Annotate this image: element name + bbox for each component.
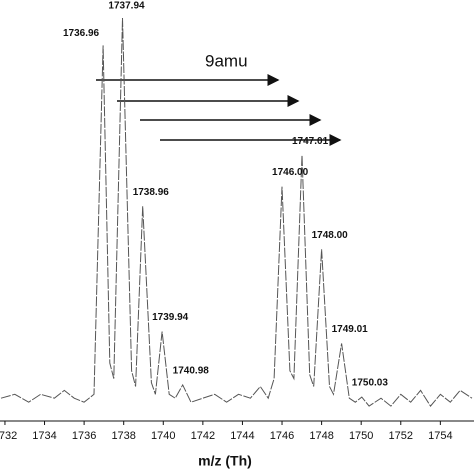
- x-tick-label: 1734: [32, 430, 56, 442]
- shift-arrows: [96, 74, 342, 146]
- peak-label: 1746.00: [272, 167, 309, 178]
- x-tick-label: 1736: [72, 430, 96, 442]
- peak-label: 1747.01: [292, 136, 329, 147]
- peak-label: 1740.98: [173, 366, 210, 377]
- peak-label: 1739.94: [152, 312, 189, 323]
- peak-label: 1737.94: [108, 1, 145, 12]
- x-tick-label: 1750: [349, 430, 373, 442]
- peak-label: 1738.96: [133, 187, 170, 198]
- peak-label: 1748.00: [312, 230, 349, 241]
- x-tick-label: 1742: [191, 430, 215, 442]
- x-tick-label: 1748: [309, 430, 333, 442]
- peak-label: 1736.96: [63, 28, 100, 39]
- x-tick-label: 1752: [389, 430, 413, 442]
- x-tick-label: 1746: [270, 430, 294, 442]
- x-tick-label: 1738: [111, 430, 135, 442]
- peak-label: 1749.01: [332, 324, 369, 335]
- x-tick-label: 1744: [230, 430, 254, 442]
- spectrum-line: [0, 17, 473, 407]
- x-tick-label: 1732: [0, 430, 17, 442]
- x-tick-label: 1754: [428, 430, 452, 442]
- peak-label: 1750.03: [352, 378, 389, 389]
- x-tick-label: 1740: [151, 430, 175, 442]
- x-axis-label: m/z (Th): [198, 453, 252, 469]
- annotation: 9amu: [205, 51, 248, 70]
